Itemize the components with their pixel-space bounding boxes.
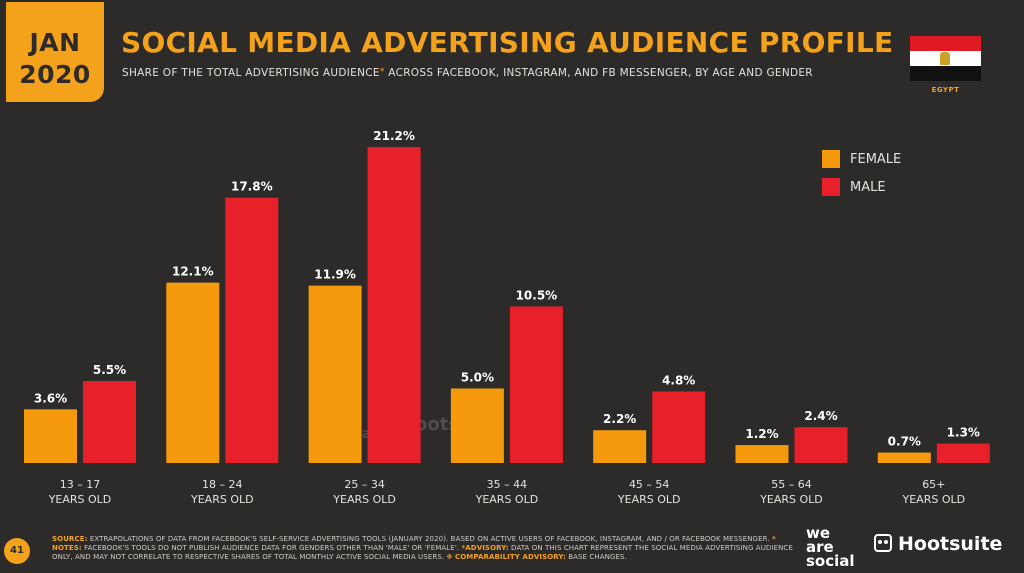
bar-female-1 [166, 282, 220, 463]
bar-male-1 [225, 197, 279, 463]
bar-male-5 [794, 427, 848, 463]
x-tick-sublabel-6: YEARS OLD [902, 493, 966, 506]
value-label-male-4: 4.8% [662, 373, 695, 387]
x-tick-label-0: 13 – 17 [60, 478, 101, 491]
x-tick-sublabel-4: YEARS OLD [617, 493, 681, 506]
owl-icon [874, 534, 892, 552]
bar-female-2 [308, 285, 362, 463]
value-label-male-0: 5.5% [93, 363, 126, 377]
value-label-female-1: 12.1% [172, 265, 214, 279]
bar-male-6 [936, 443, 990, 463]
x-tick-sublabel-2: YEARS OLD [332, 493, 396, 506]
x-tick-sublabel-3: YEARS OLD [475, 493, 539, 506]
value-label-female-5: 1.2% [745, 427, 778, 441]
value-label-female-4: 2.2% [603, 412, 636, 426]
date-badge: JAN 2020 [6, 2, 104, 102]
x-tick-label-5: 55 – 64 [771, 478, 812, 491]
x-tick-label-6: 65+ [922, 478, 945, 491]
bar-male-3 [509, 306, 563, 463]
egypt-flag-icon [910, 36, 981, 81]
value-label-female-0: 3.6% [34, 391, 67, 405]
legend-swatch-male [822, 178, 840, 196]
value-label-male-6: 1.3% [947, 426, 980, 440]
x-tick-sublabel-1: YEARS OLD [190, 493, 254, 506]
value-label-male-2: 21.2% [373, 129, 415, 143]
bar-female-3 [450, 388, 504, 463]
footnote: SOURCE: EXTRAPOLATIONS OF DATA FROM FACE… [52, 535, 793, 561]
hootsuite-logo: Hootsuite [874, 533, 1002, 555]
x-tick-label-4: 45 – 54 [629, 478, 670, 491]
badge-month: JAN [29, 28, 81, 57]
legend-swatch-female [822, 150, 840, 168]
subtitle-asterisk: * [379, 67, 385, 77]
value-label-female-3: 5.0% [461, 370, 494, 384]
page-subtitle: SHARE OF THE TOTAL ADVERTISING AUDIENCE*… [122, 67, 882, 79]
x-tick-label-3: 35 – 44 [487, 478, 528, 491]
page-number: 41 [4, 538, 30, 564]
we-are-social-logo: we are social [806, 524, 855, 570]
value-label-female-2: 11.9% [314, 268, 356, 282]
bar-female-0 [24, 409, 77, 463]
bar-female-5 [735, 445, 789, 463]
country-label: EGYPT [931, 86, 960, 94]
x-tick-sublabel-5: YEARS OLD [759, 493, 823, 506]
x-tick-sublabel-0: YEARS OLD [48, 493, 112, 506]
x-tick-label-2: 25 – 34 [344, 478, 385, 491]
subtitle-text: SHARE OF THE TOTAL ADVERTISING AUDIENCE [122, 67, 380, 79]
bar-male-0 [83, 381, 136, 463]
bar-male-2 [367, 147, 421, 463]
eagle-emblem-icon [940, 52, 950, 65]
subtitle-text-rest: ACROSS FACEBOOK, INSTAGRAM, AND FB MESSE… [384, 67, 813, 79]
page-title: SOCIAL MEDIA ADVERTISING AUDIENCE PROFIL… [121, 26, 894, 59]
value-label-male-1: 17.8% [231, 180, 273, 194]
bar-male-4 [652, 391, 706, 463]
bar-female-4 [593, 430, 647, 463]
value-label-male-5: 2.4% [804, 409, 837, 423]
value-label-male-3: 10.5% [516, 288, 558, 302]
value-label-female-6: 0.7% [888, 435, 921, 449]
badge-year: 2020 [19, 60, 91, 89]
legend-label-female: FEMALE [850, 152, 902, 167]
x-tick-label-1: 18 – 24 [202, 478, 243, 491]
bar-female-6 [877, 452, 931, 463]
legend-label-male: MALE [850, 180, 886, 195]
